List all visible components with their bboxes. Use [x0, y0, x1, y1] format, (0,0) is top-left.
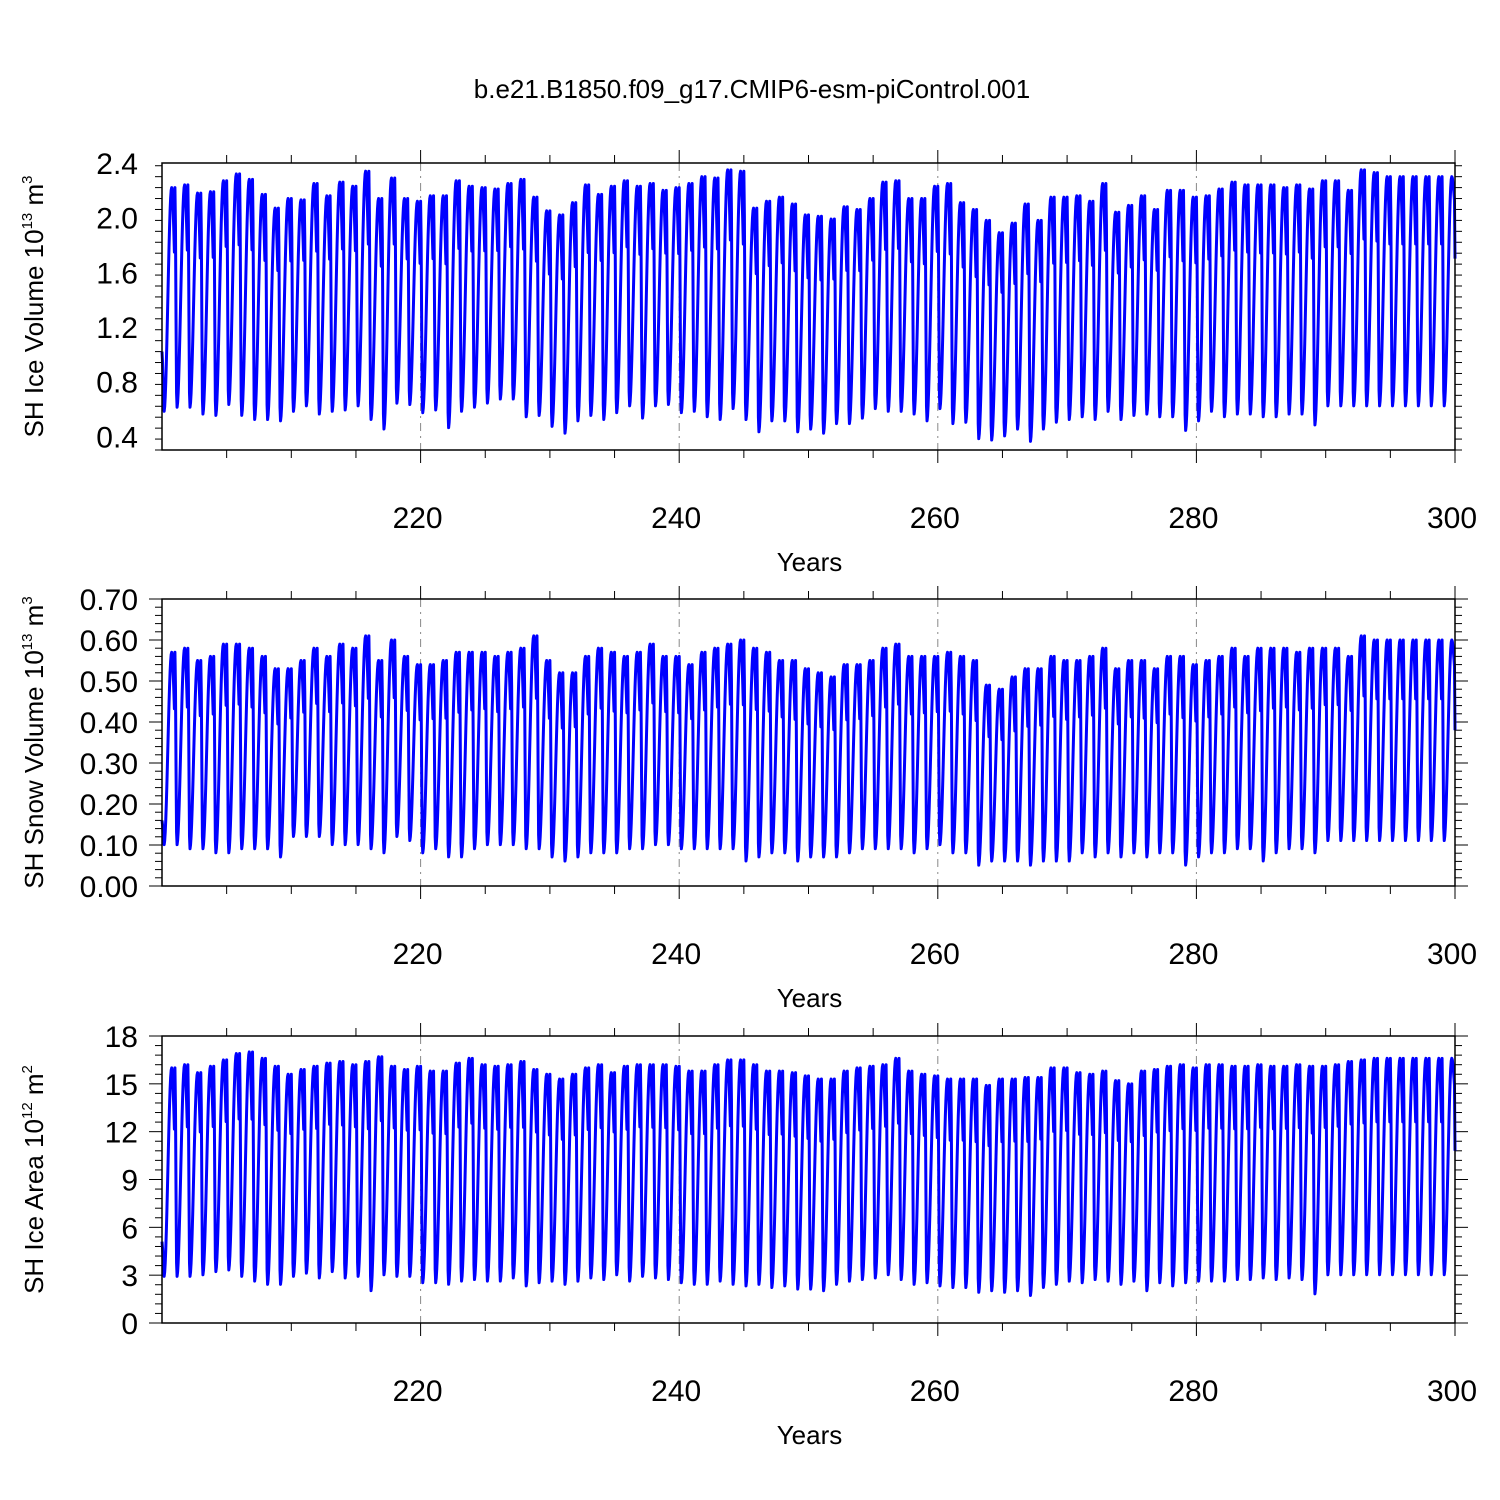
y-axis-label: SH Snow Volume 1013 m3: [19, 596, 49, 888]
x-tick-label: 300: [1427, 938, 1477, 971]
y-tick-label: 3: [121, 1260, 138, 1293]
y-tick-label: 9: [121, 1165, 138, 1198]
y-label-unit-exponent: 3: [19, 175, 36, 183]
y-label-text: SH Ice Volume 10: [19, 229, 49, 437]
y-label-unit-exponent: 2: [19, 1065, 36, 1073]
x-tick-label: 260: [910, 938, 960, 971]
x-tick-label: 300: [1427, 502, 1477, 535]
x-axis-label: Years: [777, 547, 843, 577]
snow-volume-panel: 0.00 0.10 0.20 0.30 0.40 0.50 0.60 0.70 220 240 26…: [19, 584, 1477, 1013]
plot-frame: [161, 1035, 1456, 1324]
y-tick-label: 12: [105, 1117, 138, 1150]
y-label-unit: m: [19, 605, 49, 634]
y-label-exponent: 12: [19, 1102, 36, 1119]
y-tick-label: 0.4: [96, 421, 138, 454]
ice-area-panel: 0 3 6 9 12 15 18 220 240 260 280 300 Years SH Ice Are…: [19, 1021, 1477, 1450]
x-tick-label: 220: [393, 938, 443, 971]
x-tick-label: 220: [393, 502, 443, 535]
x-axis-label: Years: [777, 983, 843, 1013]
y-tick-label: 1.6: [96, 257, 138, 290]
x-tick-label: 260: [910, 502, 960, 535]
x-tick-label: 240: [651, 1375, 701, 1408]
x-tick-label: 260: [910, 1375, 960, 1408]
y-label-unit: m: [19, 184, 49, 213]
y-label-unit-exponent: 3: [19, 596, 36, 604]
y-tick-label: 0.70: [80, 584, 138, 617]
y-tick-label: 2.0: [96, 203, 138, 236]
y-tick-label: 0.60: [80, 625, 138, 658]
y-tick-label: 0.8: [96, 367, 138, 400]
y-label-exponent: 13: [19, 634, 36, 651]
y-tick-label: 6: [121, 1212, 138, 1245]
y-label-unit: m: [19, 1073, 49, 1102]
y-tick-label: 1.2: [96, 312, 138, 345]
y-tick-label: 15: [105, 1069, 138, 1102]
figure-title: b.e21.B1850.f09_g17.CMIP6-esm-piControl.…: [474, 74, 1030, 104]
y-tick-label: 0.40: [80, 707, 138, 740]
x-tick-label: 240: [651, 502, 701, 535]
x-axis-label: Years: [777, 1420, 843, 1450]
y-label-exponent: 13: [19, 213, 36, 230]
y-tick-label: 0.00: [80, 871, 138, 904]
y-axis-label: SH Ice Volume 1013 m3: [19, 175, 49, 437]
y-tick-label: 0: [121, 1308, 138, 1341]
ice-volume-panel: 0.4 0.8 1.2 1.6 2.0 2.4 220 240 260 280 300 Years SH…: [19, 148, 1477, 577]
x-tick-label: 300: [1427, 1375, 1477, 1408]
y-axis-label: SH Ice Area 1012 m2: [19, 1065, 49, 1294]
x-tick-label: 220: [393, 1375, 443, 1408]
plot-frame: [161, 162, 1456, 451]
y-tick-label: 18: [105, 1021, 138, 1054]
series-line: [160, 1050, 1457, 1297]
x-tick-label: 240: [651, 938, 701, 971]
y-label-text: SH Snow Volume 10: [19, 650, 49, 888]
y-tick-label: 0.30: [80, 748, 138, 781]
y-tick-label: 0.20: [80, 789, 138, 822]
x-tick-label: 280: [1168, 938, 1218, 971]
y-tick-label: 0.10: [80, 830, 138, 863]
series-line: [160, 634, 1457, 867]
y-tick-label: 0.50: [80, 666, 138, 699]
plot-frame: [161, 598, 1456, 887]
y-tick-label: 2.4: [96, 148, 138, 181]
x-tick-label: 280: [1168, 1375, 1218, 1408]
y-label-text: SH Ice Area 10: [19, 1119, 49, 1294]
x-tick-label: 280: [1168, 502, 1218, 535]
series-line: [160, 168, 1457, 443]
